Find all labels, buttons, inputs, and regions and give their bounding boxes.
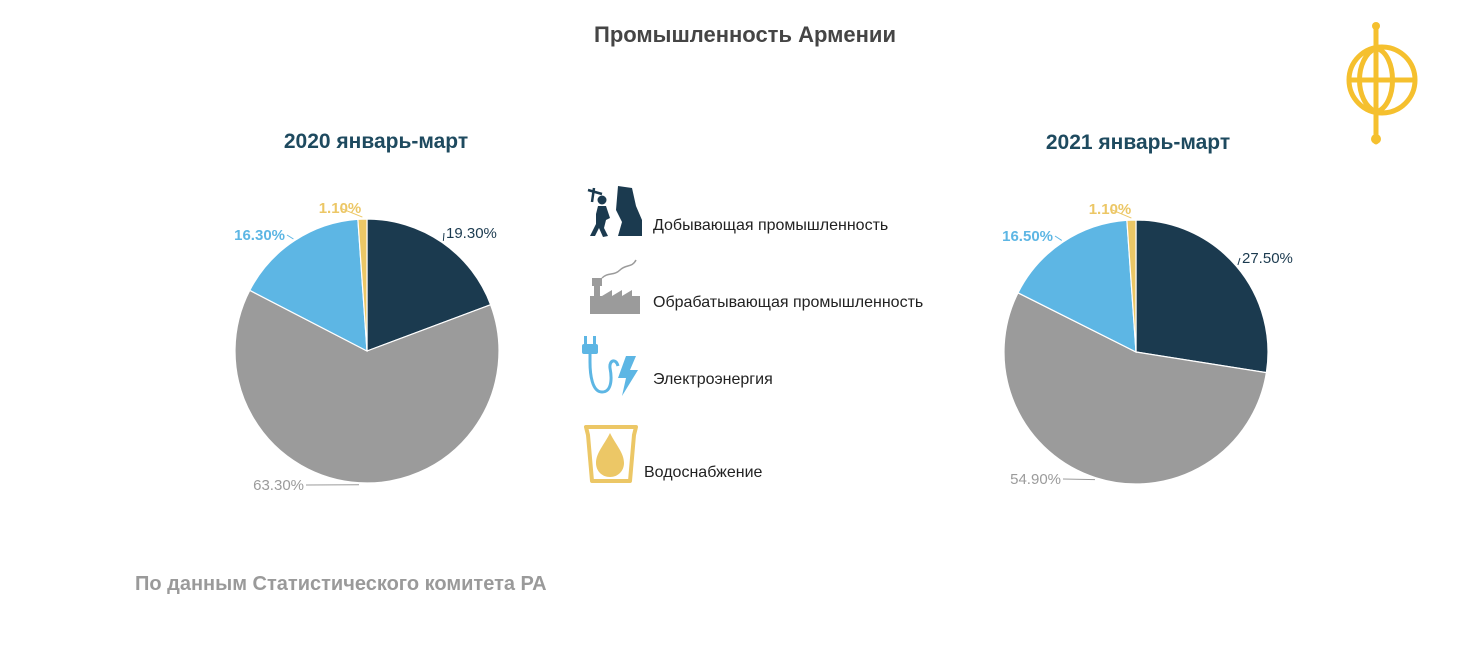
water-drop-icon (584, 425, 638, 483)
data-label-mining: 19.30% (446, 225, 497, 242)
leader-line-water (339, 207, 363, 218)
pie-slice-water (1126, 219, 1137, 353)
leader-line-electricity (1054, 235, 1063, 241)
pie-slice-water (357, 218, 368, 352)
source-note: По данным Статистического комитета РА (135, 573, 547, 595)
legend-label-electricity: Электроэнергия (653, 371, 773, 388)
pie-2021-title: 2021 январь-март (1045, 131, 1231, 154)
pie-slice-manufacturing (234, 289, 500, 484)
data-label-manufacturing: 63.30% (253, 477, 304, 494)
leader-line-water (1109, 208, 1132, 219)
pie-2020-title: 2020 январь-март (283, 130, 469, 153)
pie-slice-mining (366, 218, 492, 352)
miner-icon (587, 186, 642, 237)
pie-slice-electricity (248, 218, 368, 353)
leader-line-electricity (286, 234, 294, 240)
leader-line-mining (1237, 257, 1241, 266)
legend-label-manufacturing: Обрабатывающая промышленность (653, 294, 924, 311)
data-label-manufacturing: 54.90% (1010, 471, 1061, 488)
data-label-electricity: 16.30% (234, 227, 285, 244)
leader-line-mining (442, 232, 445, 241)
legend-label-mining: Добывающая промышленность (653, 217, 889, 234)
legend-label-water: Водоснабжение (644, 464, 763, 481)
pie-slice-manufacturing (1003, 292, 1268, 485)
data-label-electricity: 16.50% (1002, 228, 1053, 245)
data-label-mining: 27.50% (1242, 250, 1293, 267)
data-label-water: 1.10% (1089, 201, 1132, 218)
page-title: Промышленность Армении (594, 22, 896, 47)
leader-line-manufacturing (1062, 478, 1096, 481)
pie-slice-electricity (1017, 219, 1137, 354)
plug-lightning-icon (582, 336, 638, 396)
factory-icon (590, 259, 640, 314)
data-label-water: 1.10% (319, 200, 362, 217)
logo-icon (1346, 22, 1418, 145)
pie-slice-mining (1135, 219, 1269, 374)
